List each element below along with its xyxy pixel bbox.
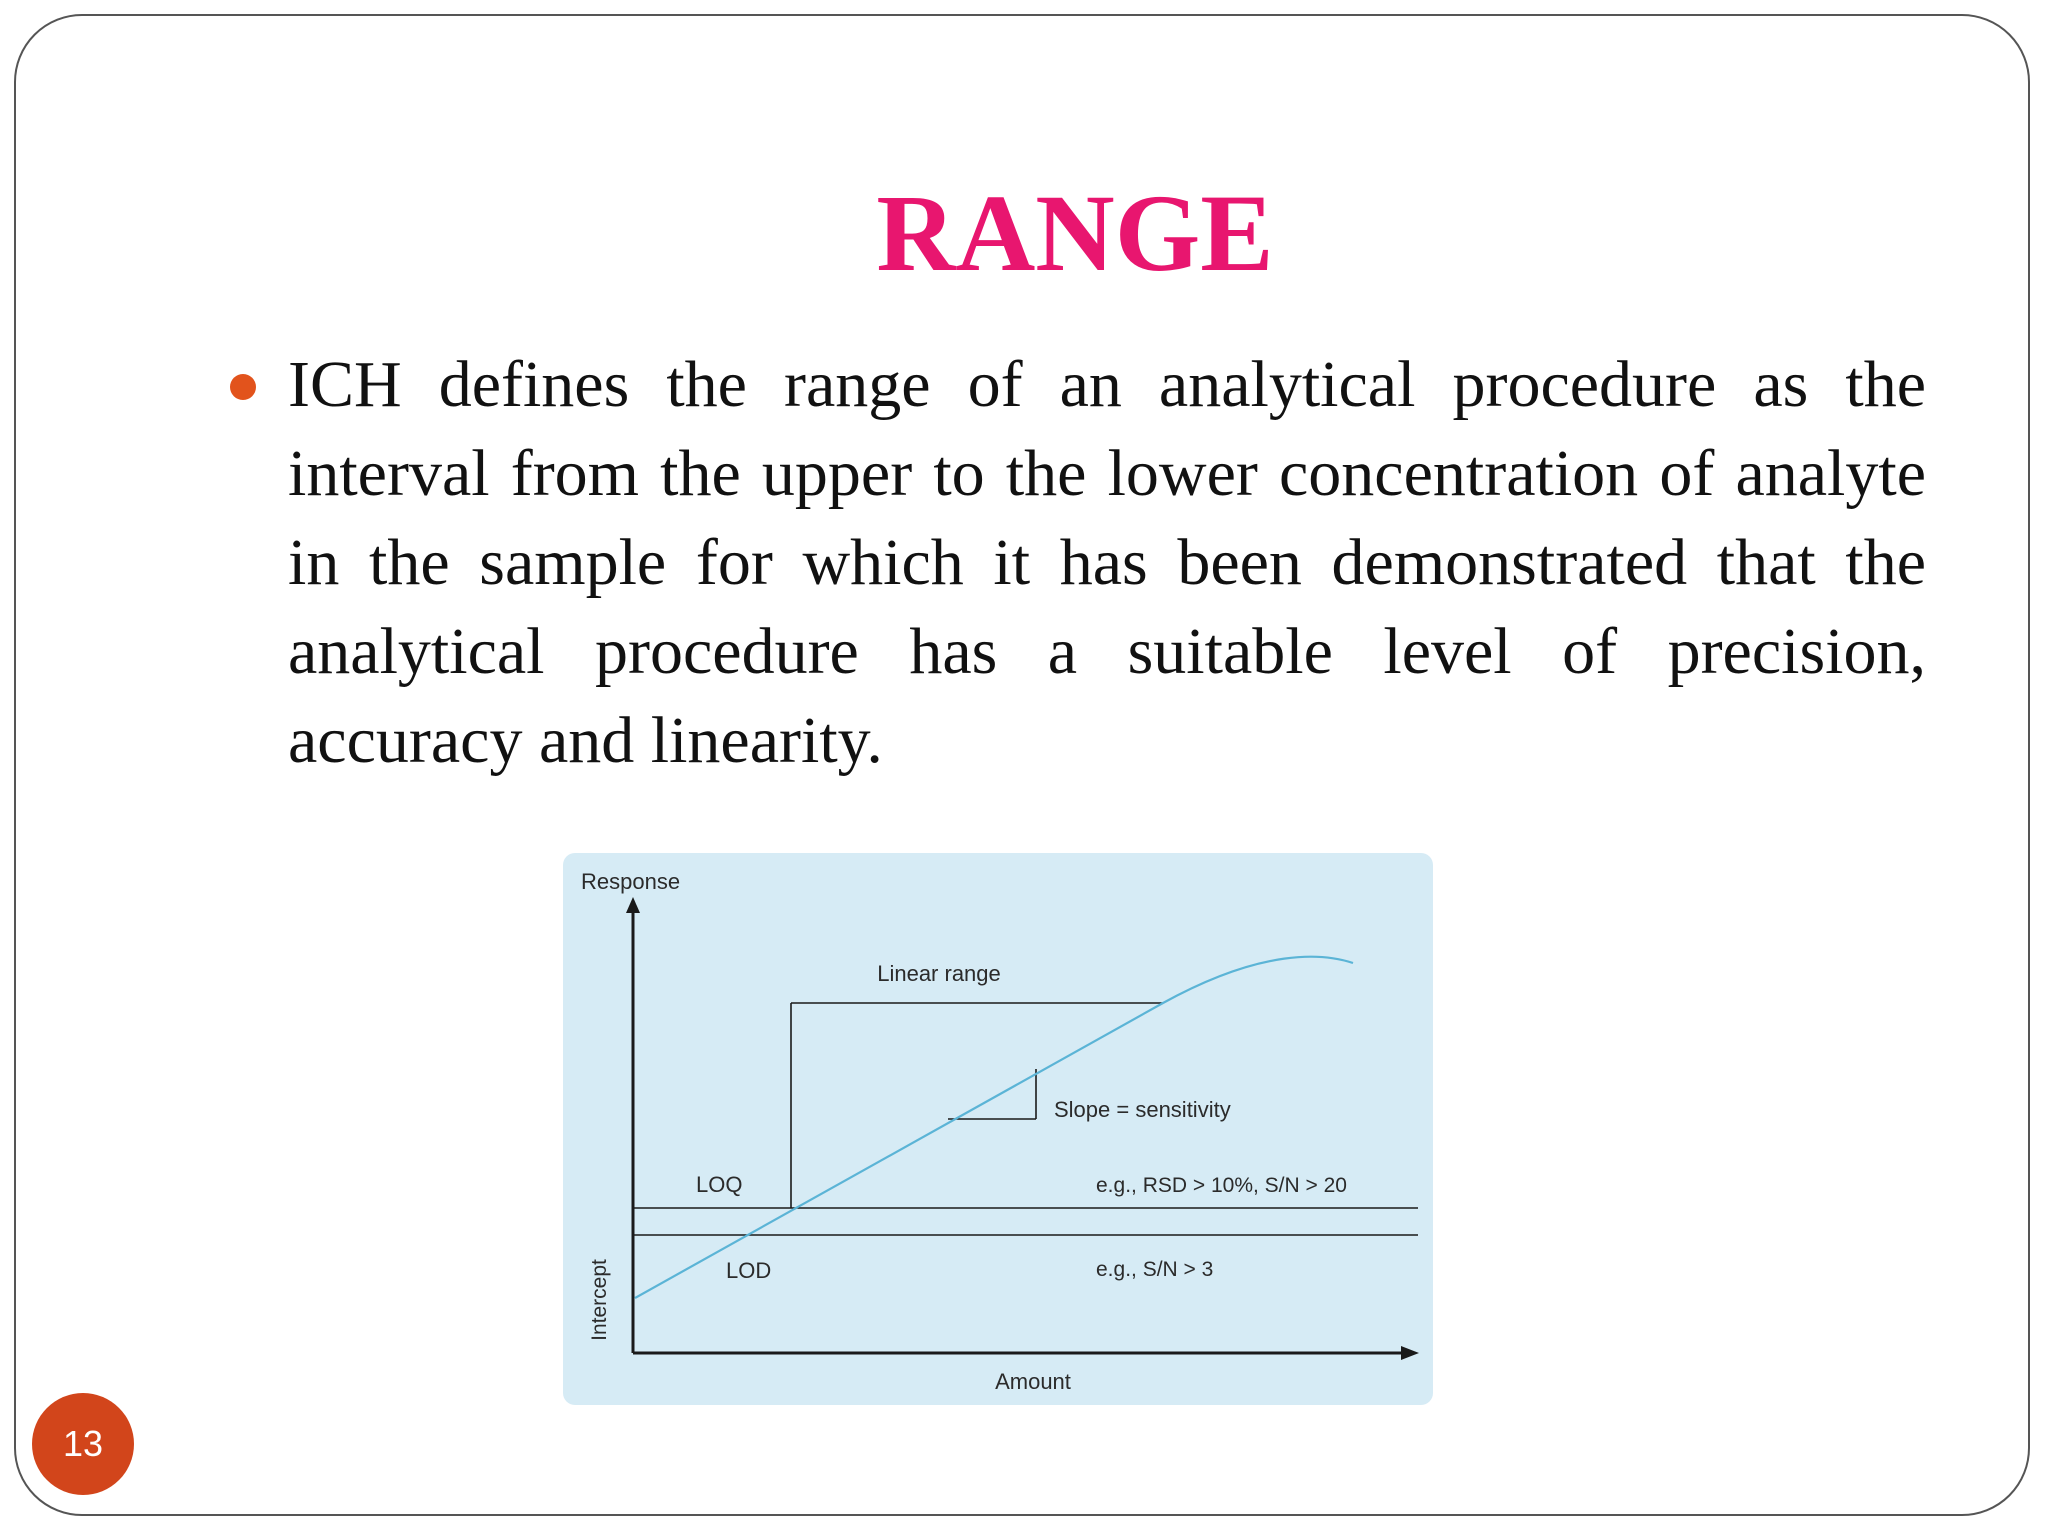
intercept-label: Intercept [588,1259,611,1341]
x-axis-arrow-icon [1401,1346,1419,1360]
lod-criteria-label: e.g., S/N > 3 [1096,1258,1213,1281]
range-diagram: Response Amount Intercept Linear range S… [563,853,1433,1405]
diagram-background [563,853,1433,1405]
loq-criteria-label: e.g., RSD > 10%, S/N > 20 [1096,1174,1347,1197]
range-diagram-svg: Response Amount Intercept Linear range S… [563,853,1433,1405]
x-axis-label: Amount [995,1369,1071,1394]
linear-range-label: Linear range [877,961,1001,986]
slope-label: Slope = sensitivity [1054,1097,1231,1122]
lod-label: LOD [726,1258,771,1283]
bullet-dot-icon [230,374,256,400]
y-axis-label: Response [581,869,680,894]
response-curve [634,955,1354,1299]
slide-title: RANGE [876,172,1274,294]
loq-label: LOQ [696,1172,742,1197]
page-number-badge: 13 [32,1393,134,1495]
bullet-text: ICH defines the range of an analytical p… [288,348,1926,777]
y-axis-arrow-icon [626,897,640,913]
